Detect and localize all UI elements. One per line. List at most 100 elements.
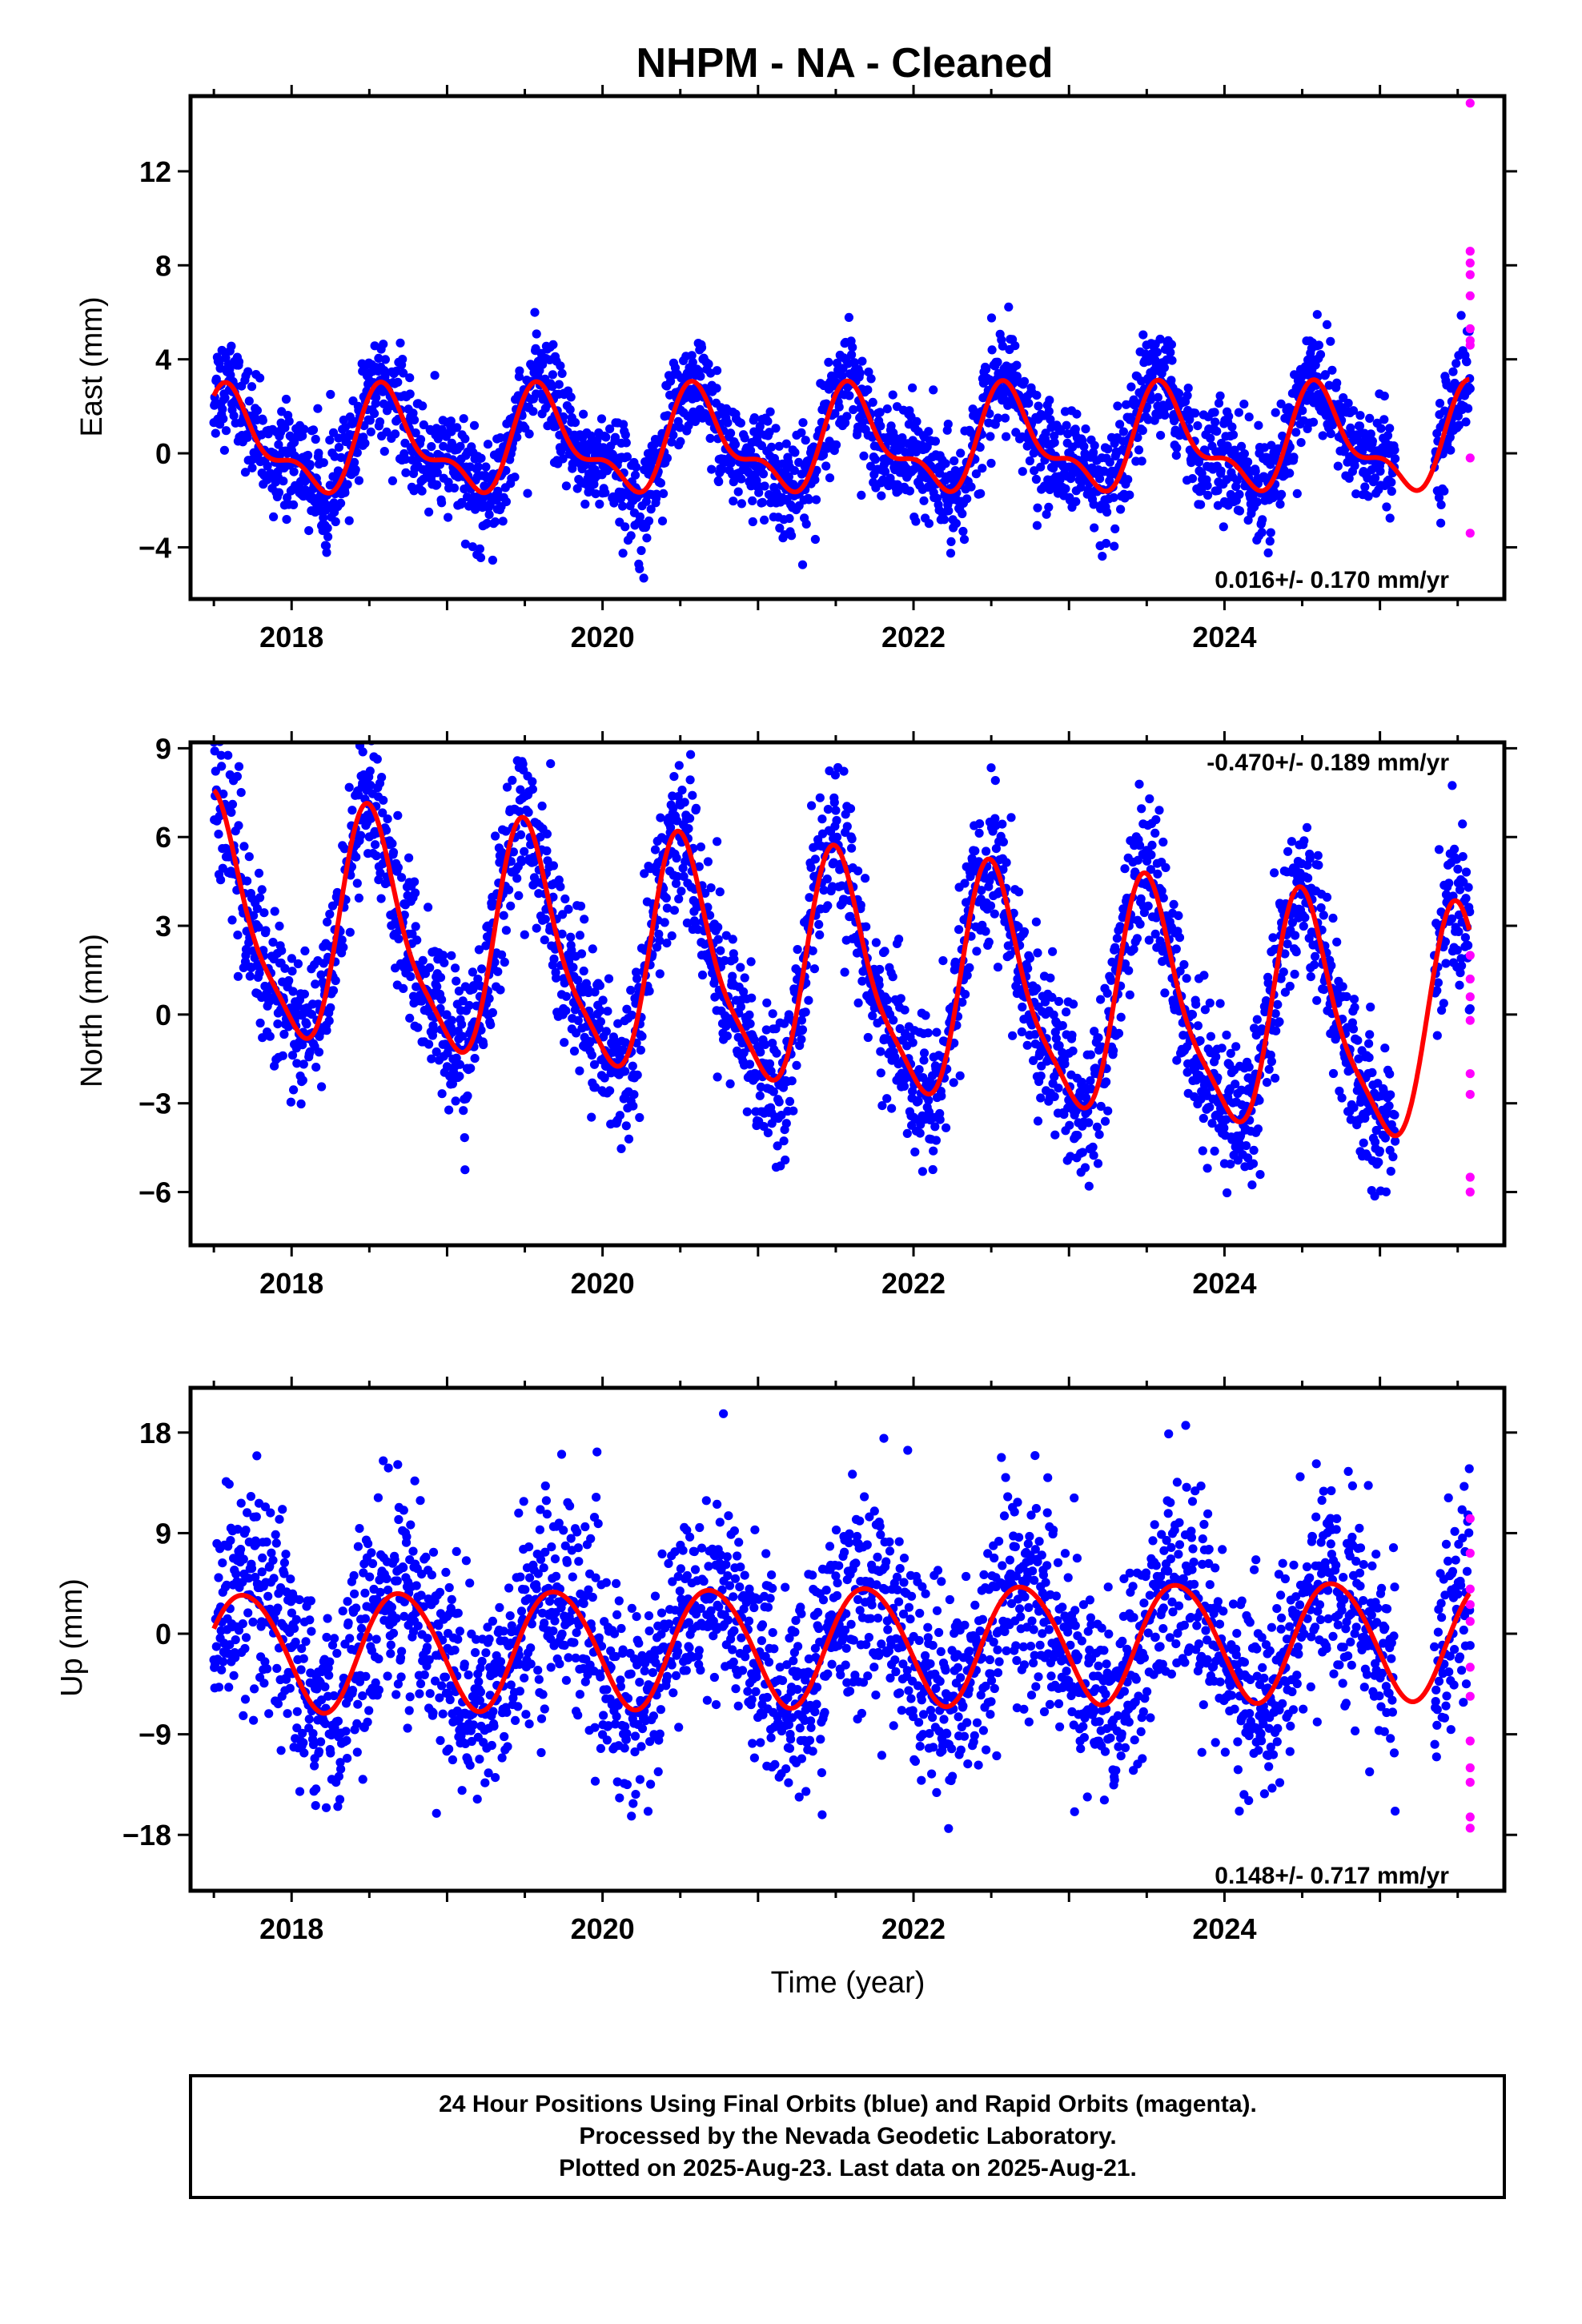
- north-final-point: [436, 1003, 445, 1013]
- north-final-point: [1014, 887, 1024, 897]
- east-final-point: [729, 497, 738, 506]
- north-final-point: [332, 887, 342, 898]
- north-final-point: [508, 847, 519, 857]
- north-final-point: [1275, 1017, 1284, 1027]
- north-final-point: [1084, 1181, 1094, 1191]
- north-final-point: [1136, 894, 1146, 903]
- east-final-point: [468, 542, 478, 552]
- east-final-point: [1276, 399, 1286, 408]
- north-final-point: [975, 819, 985, 829]
- east-final-point: [870, 455, 880, 464]
- north-final-point: [736, 1002, 746, 1011]
- east-final-point: [300, 476, 310, 486]
- east-final-point: [1203, 480, 1212, 491]
- east-final-point: [1171, 451, 1181, 460]
- north-final-point: [459, 1106, 468, 1116]
- east-final-point: [1464, 404, 1473, 413]
- east-final-point: [784, 472, 794, 482]
- east-final-point: [1138, 330, 1148, 340]
- north-final-point: [900, 1005, 909, 1015]
- north-final-point: [234, 762, 244, 771]
- north-final-point: [1171, 944, 1181, 954]
- north-final-point: [432, 982, 442, 991]
- north-final-point: [216, 875, 226, 885]
- east-final-point: [321, 541, 331, 551]
- north-final-point: [876, 1068, 885, 1078]
- north-final-point: [1019, 927, 1030, 937]
- east-final-point: [857, 490, 866, 501]
- east-final-point: [669, 430, 678, 440]
- east-final-point: [1203, 490, 1213, 501]
- east-final-point: [619, 420, 628, 429]
- east-final-point: [849, 358, 859, 368]
- north-final-point: [339, 844, 349, 854]
- north-final-point: [1255, 1170, 1265, 1180]
- east-final-point: [787, 531, 797, 541]
- north-final-point: [1187, 1010, 1198, 1019]
- east-final-point: [280, 423, 290, 432]
- east-final-point: [530, 308, 540, 317]
- north-final-point: [1175, 967, 1185, 976]
- north-final-point: [691, 803, 701, 814]
- east-final-point: [1102, 507, 1112, 517]
- east-final-point: [1244, 412, 1254, 422]
- north-final-point: [806, 862, 816, 872]
- north-final-point: [679, 871, 689, 881]
- east-final-point: [1292, 489, 1302, 499]
- north-final-point: [259, 908, 269, 918]
- north-final-point: [300, 946, 310, 955]
- north-final-point: [705, 911, 715, 920]
- north-final-point: [958, 998, 967, 1007]
- east-final-point: [620, 430, 630, 440]
- north-final-point: [682, 918, 693, 928]
- north-final-point: [1243, 1153, 1253, 1163]
- north-final-point: [257, 885, 267, 895]
- east-final-point: [1011, 428, 1021, 437]
- east-final-point: [493, 486, 503, 497]
- east-final-point: [958, 526, 968, 537]
- east-final-point: [943, 420, 953, 429]
- east-final-point: [896, 440, 905, 450]
- east-final-point: [279, 476, 288, 486]
- east-final-point: [322, 548, 331, 557]
- north-final-point: [372, 754, 382, 764]
- north-final-point: [990, 814, 1000, 823]
- north-final-point: [622, 1004, 632, 1014]
- east-final-point: [911, 517, 921, 526]
- north-final-point: [1062, 1007, 1071, 1017]
- east-final-point: [1041, 428, 1050, 438]
- north-final-point: [427, 1054, 436, 1063]
- east-final-point: [811, 495, 821, 505]
- east-final-point: [886, 421, 896, 431]
- east-final-point: [1070, 424, 1080, 434]
- north-final-point: [418, 955, 428, 965]
- north-final-point: [537, 801, 547, 811]
- north-final-point: [239, 842, 249, 851]
- north-final-point: [490, 958, 500, 967]
- north-final-point: [635, 1112, 644, 1123]
- east-final-point: [966, 482, 976, 492]
- north-final-point: [677, 887, 686, 896]
- north-final-point: [1100, 1116, 1110, 1126]
- east-final-point: [1326, 429, 1335, 439]
- east-final-point: [247, 382, 257, 392]
- north-final-point: [570, 1005, 580, 1015]
- north-final-point: [1135, 841, 1145, 850]
- east-final-point: [554, 380, 564, 389]
- north-final-point: [540, 935, 549, 945]
- east-final-point: [748, 517, 757, 527]
- north-final-point: [829, 858, 838, 867]
- east-final-point: [444, 513, 453, 522]
- east-final-point: [1332, 378, 1342, 388]
- east-final-point: [676, 436, 685, 447]
- north-final-point: [1023, 963, 1033, 973]
- east-final-point: [804, 495, 814, 505]
- east-final-point: [1252, 497, 1262, 507]
- north-final-point: [277, 946, 287, 955]
- east-final-point: [825, 473, 835, 483]
- east-final-point: [1216, 466, 1226, 476]
- north-final-point: [376, 894, 386, 903]
- east-final-point: [763, 416, 773, 426]
- north-final-point: [618, 1045, 628, 1055]
- east-final-point: [314, 448, 323, 458]
